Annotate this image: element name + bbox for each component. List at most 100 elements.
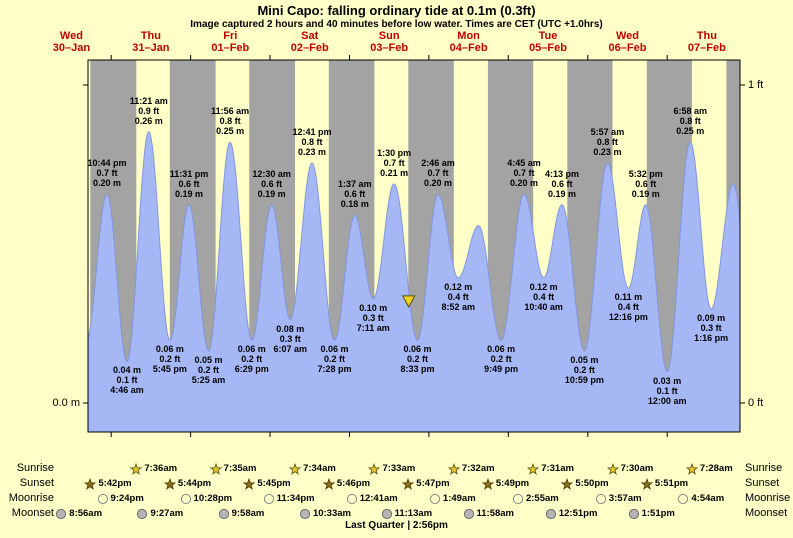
day-date: 31–Jan [132,42,170,54]
high-tide-label: 4:13 pm 0.6 ft 0.19 m [522,169,602,199]
tide-label-line: 6:29 pm [234,364,269,375]
moonrise-event: 2:55am [512,492,559,505]
sunrise-event: 7:32am [447,462,495,475]
day-label: Wed 06–Feb [592,30,662,54]
sunset-star-icon [561,477,574,490]
low-tide-label: 0.11 m 0.4 ft 12:16 pm [588,292,668,322]
moonset-event: 1:51pm [628,507,675,520]
tide-label-line: 0.23 m [593,147,622,158]
astro-event-time: 4:54am [691,493,725,504]
tide-label-line: 0.09 m [697,313,726,324]
astro-event-time: 5:42pm [98,478,132,489]
tide-label-line: 0.2 ft [241,354,263,365]
tide-curve-line [87,131,741,373]
tide-label-line: 0.12 m [444,281,473,292]
tide-label-line: 0.6 ft [261,178,283,189]
axis-right-zero-ft-label: 0 ft [748,397,764,409]
tide-label-line: 8:33 pm [400,364,435,375]
moonset-circle-icon [218,508,229,519]
low-tide-label: 0.06 m 0.2 ft 6:29 pm [212,344,292,374]
tide-label-line: 0.6 ft [178,178,200,189]
axis-right-one-ft-label: 1 ft [748,79,764,91]
astro-row-label-left: Sunrise [16,462,54,474]
moonrise-circle-icon [429,493,441,504]
sunset-event: 5:50pm [561,477,609,490]
high-tide-label: 5:32 pm 0.6 ft 0.19 m [606,169,686,199]
tide-label-line: 1:37 am [338,179,372,190]
current-time-marker [401,295,416,308]
tide-label-line: 11:56 am [211,106,250,117]
sunset-event: 5:49pm [481,477,529,490]
sunset-star-icon [163,477,176,490]
tide-label-line: 0.06 m [487,344,516,355]
tide-label-line: 12:00 am [647,395,687,406]
tide-label-line: 0.11 m [614,292,643,303]
high-tide-label: 10:44 pm 0.7 ft 0.20 m [67,158,147,188]
astro-event-time: 2:55am [525,493,559,504]
day-date: 03–Feb [370,42,409,54]
tide-label-line: 0.3 ft [700,323,722,334]
sunset-star-icon [640,477,653,490]
tide-label-line: 2:46 am [421,158,455,169]
astro-event-time: 11:34pm [276,493,315,504]
tide-label-line: 4:45 am [507,158,541,169]
sunrise-star-icon [606,462,619,475]
moonset-circle-icon [137,508,148,519]
astro-event-time: 7:34am [303,463,336,474]
tide-label-line: 0.06 m [320,344,349,355]
tide-label-line: 0.05 m [570,354,599,365]
sunrise-star-icon [209,462,222,475]
sunset-star-icon [84,477,97,490]
tide-label-line: 10:40 am [524,301,563,312]
astro-event-time: 5:45pm [257,478,291,489]
tide-label-line: 4:46 am [110,385,144,396]
day-weekday: Fri [223,30,238,42]
moonset-circle-icon [381,508,392,519]
moonset-event: 10:33am [299,507,351,520]
tide-label-line: 4:13 pm [544,168,579,179]
day-weekday: Mon [457,30,480,42]
tide-label-line: 0.6 ft [344,189,366,200]
tide-label-line: 0.04 m [112,365,141,376]
tide-label-line: 0.18 m [340,199,369,210]
tide-label-line: 7:11 am [356,322,390,333]
page-subtitle: Image captured 2 hours and 40 minutes be… [190,19,603,30]
astro-event-time: 1:51pm [641,508,675,519]
tide-label-line: 0.2 ft [490,354,512,365]
tide-label-line: 5:32 pm [628,168,663,179]
tide-label-line: 0.7 ft [427,168,449,179]
low-tide-label: 0.04 m 0.1 ft 4:46 am [87,365,167,395]
tide-label-line: 0.03 m [653,375,682,386]
day-label: Fri 01–Feb [195,30,265,54]
sunset-event: 5:46pm [322,477,370,490]
tide-label-line: 0.2 ft [573,364,595,375]
tide-label-line: 0.6 ft [551,178,573,189]
tide-label-line: 0.05 m [194,354,223,365]
astro-event-time: 9:24pm [110,493,144,504]
sunset-event: 5:45pm [243,477,291,490]
low-tide-label: 0.06 m 0.2 ft 9:49 pm [461,344,541,374]
sunset-star-icon [402,477,415,490]
moonrise-circle-icon [678,493,689,504]
astro-event-time: 7:31am [541,463,574,474]
sunrise-star-icon [368,462,381,475]
day-label: Wed 30–Jan [36,30,106,54]
tide-label-line: 0.8 ft [596,137,618,148]
moonrise-circle-icon [97,493,108,504]
tide-label-line: 0.20 m [424,178,453,189]
astro-event-time: 7:33am [382,463,416,474]
tide-label-line: 0.10 m [359,302,388,313]
astro-event-time: 9:58am [231,508,265,519]
moonset-circle-icon [545,508,556,519]
moonset-circle-icon [299,508,311,519]
tide-label-line: 0.8 ft [679,116,701,127]
high-tide-label: 2:46 am 0.7 ft 0.20 m [398,158,478,188]
moonrise-circle-icon [346,493,357,504]
sunset-star-icon [322,477,335,490]
tide-label-line: 0.4 ft [617,302,639,313]
tide-label-line: 0.3 ft [362,312,384,323]
astro-event-time: 3:57am [608,493,642,504]
astro-row-label-right: Moonset [745,507,788,519]
astro-event-time: 7:28am [699,463,733,474]
